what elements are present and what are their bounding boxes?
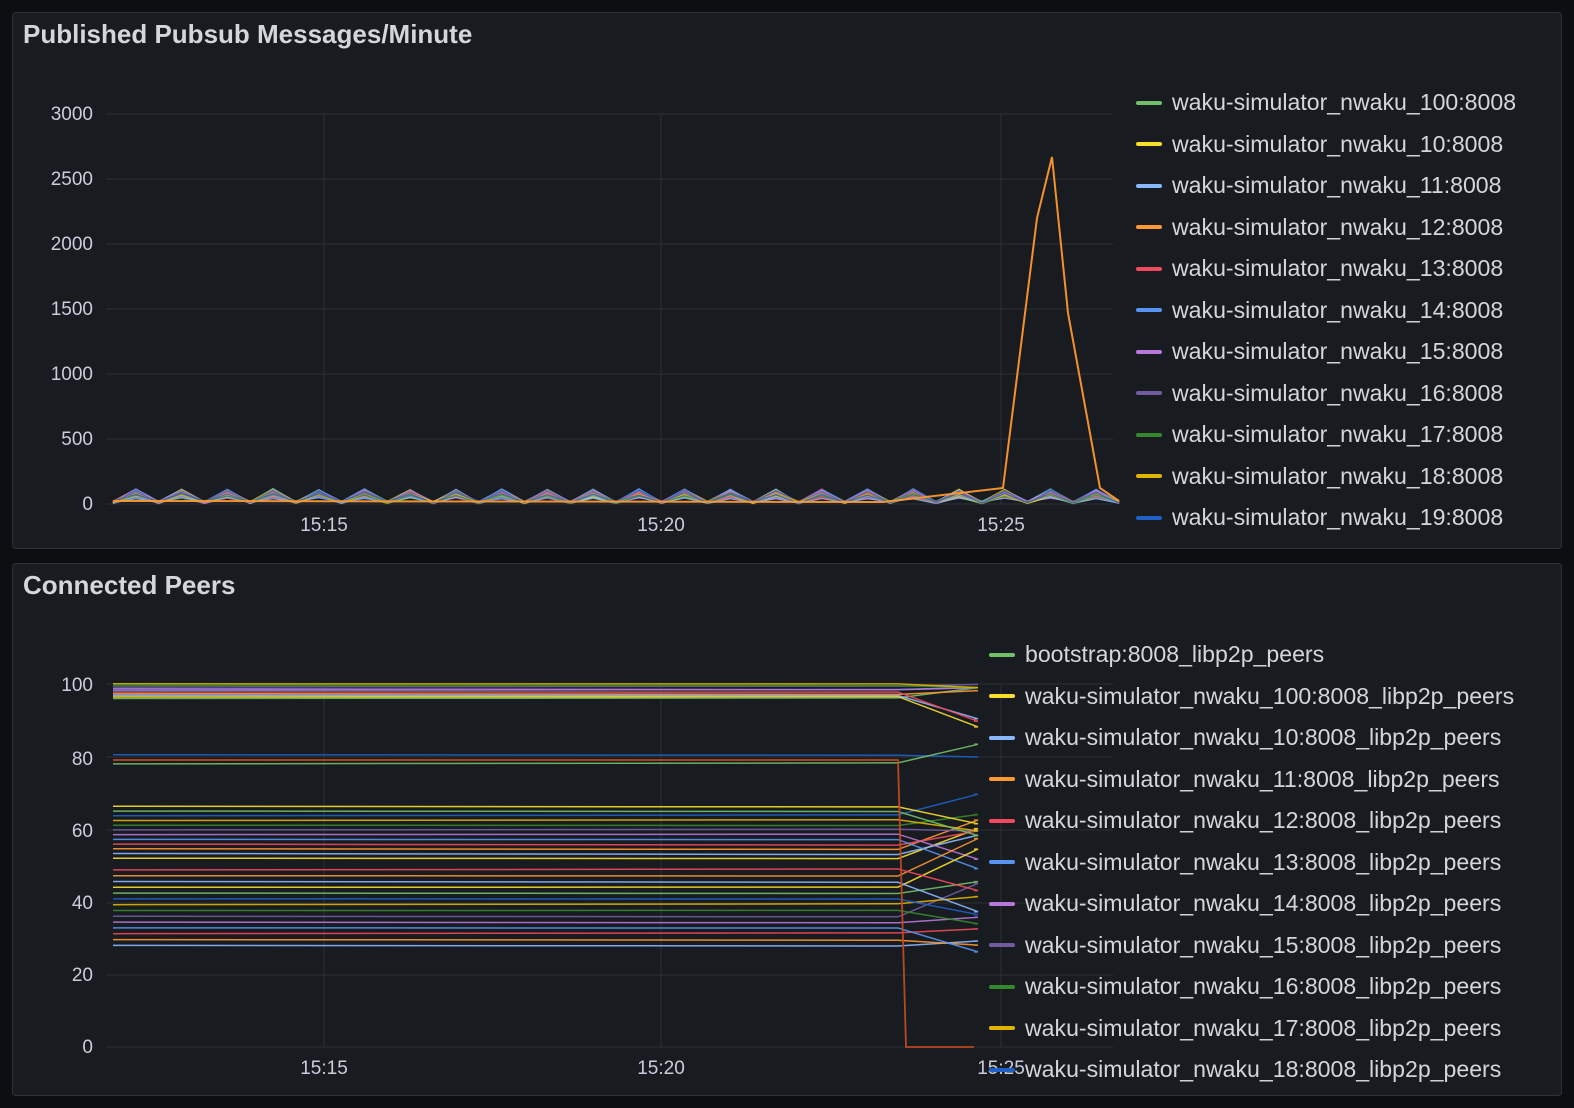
svg-text:100: 100 — [61, 675, 93, 696]
svg-text:500: 500 — [61, 429, 93, 450]
svg-text:15:20: 15:20 — [637, 1058, 685, 1079]
svg-text:20: 20 — [72, 965, 93, 986]
svg-text:1000: 1000 — [51, 364, 93, 385]
svg-text:40: 40 — [72, 893, 93, 914]
svg-text:15:15: 15:15 — [300, 515, 348, 536]
svg-text:15:20: 15:20 — [637, 515, 685, 536]
svg-text:2500: 2500 — [51, 169, 93, 190]
svg-text:3000: 3000 — [51, 104, 93, 125]
svg-text:60: 60 — [72, 821, 93, 842]
svg-text:15:15: 15:15 — [300, 1058, 348, 1079]
svg-text:80: 80 — [72, 749, 93, 770]
svg-text:1500: 1500 — [51, 299, 93, 320]
svg-text:15:25: 15:25 — [977, 515, 1025, 536]
svg-text:0: 0 — [82, 494, 93, 515]
svg-text:2000: 2000 — [51, 234, 93, 255]
svg-text:0: 0 — [82, 1037, 93, 1058]
